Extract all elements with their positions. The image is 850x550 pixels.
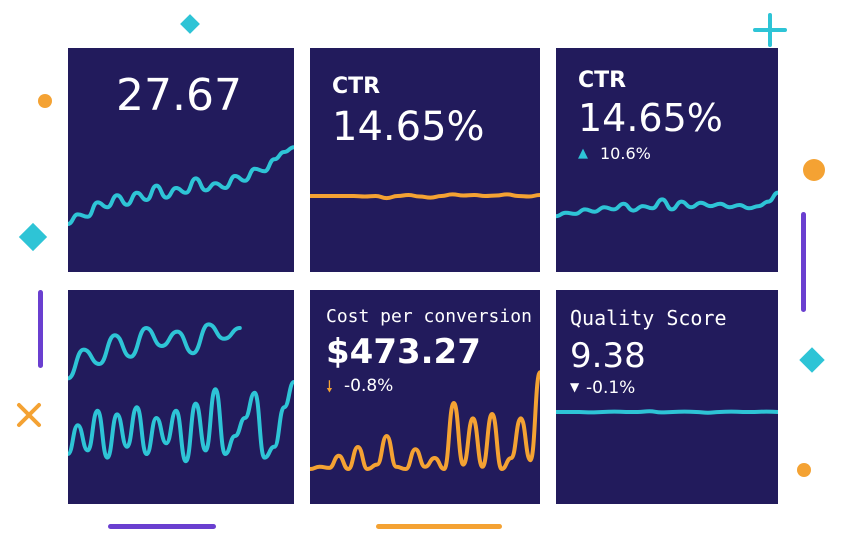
metric-card-3: CTR 14.65% ▲ 10.6% xyxy=(556,48,778,272)
series-line-series-b xyxy=(68,380,294,464)
series-line-trend xyxy=(68,145,294,226)
sparkline-chart xyxy=(310,192,540,201)
metric-title: Cost per conversion xyxy=(326,306,532,327)
metric-title: Quality Score xyxy=(570,306,727,330)
series-line-series-a xyxy=(68,322,242,381)
metric-card-2: CTR 14.65% xyxy=(310,48,540,272)
metric-value: 27.67 xyxy=(116,70,242,121)
dot-icon xyxy=(797,463,811,477)
series-line-trend xyxy=(310,370,540,471)
metric-title: CTR xyxy=(332,74,381,99)
delta-down-icon: 🠗 xyxy=(326,377,333,396)
bar-icon xyxy=(38,290,43,368)
metric-delta: -0.8% xyxy=(344,376,394,396)
metric-card-4 xyxy=(68,290,294,504)
plus-icon xyxy=(753,13,787,47)
metric-delta: 10.6% xyxy=(600,144,651,163)
series-line-trend xyxy=(310,192,540,201)
metric-value: 9.38 xyxy=(570,336,646,376)
metric-value: 14.65% xyxy=(578,96,723,140)
metric-value: $473.27 xyxy=(326,332,481,372)
sparkline-chart xyxy=(68,145,294,226)
metric-card-1: 27.67 xyxy=(68,48,294,272)
metric-card-6: Quality Score 9.38 ▼ -0.1% xyxy=(556,290,778,504)
metric-value: 14.65% xyxy=(332,104,485,150)
cross-icon xyxy=(17,403,41,427)
series-line-trend xyxy=(556,190,778,219)
metric-title: CTR xyxy=(578,68,627,93)
delta-down-icon: ▼ xyxy=(570,380,580,394)
series-line-trend xyxy=(556,409,778,415)
metric-card-5: Cost per conversion $473.27 🠗 -0.8% xyxy=(310,290,540,504)
sparkline-chart xyxy=(556,409,778,415)
sparkline-chart xyxy=(556,190,778,219)
diamond-icon xyxy=(799,347,825,373)
bar-icon xyxy=(801,212,806,312)
sparkline-chart xyxy=(310,370,540,471)
bar-icon xyxy=(108,524,216,529)
bar-icon xyxy=(376,524,502,529)
dot-icon xyxy=(38,94,52,108)
metric-delta: -0.1% xyxy=(586,378,636,398)
diamond-icon xyxy=(180,14,200,34)
sparkline-chart xyxy=(68,322,294,464)
diamond-icon xyxy=(18,222,48,252)
delta-up-icon: ▲ xyxy=(578,146,588,161)
dot-icon xyxy=(803,159,825,181)
